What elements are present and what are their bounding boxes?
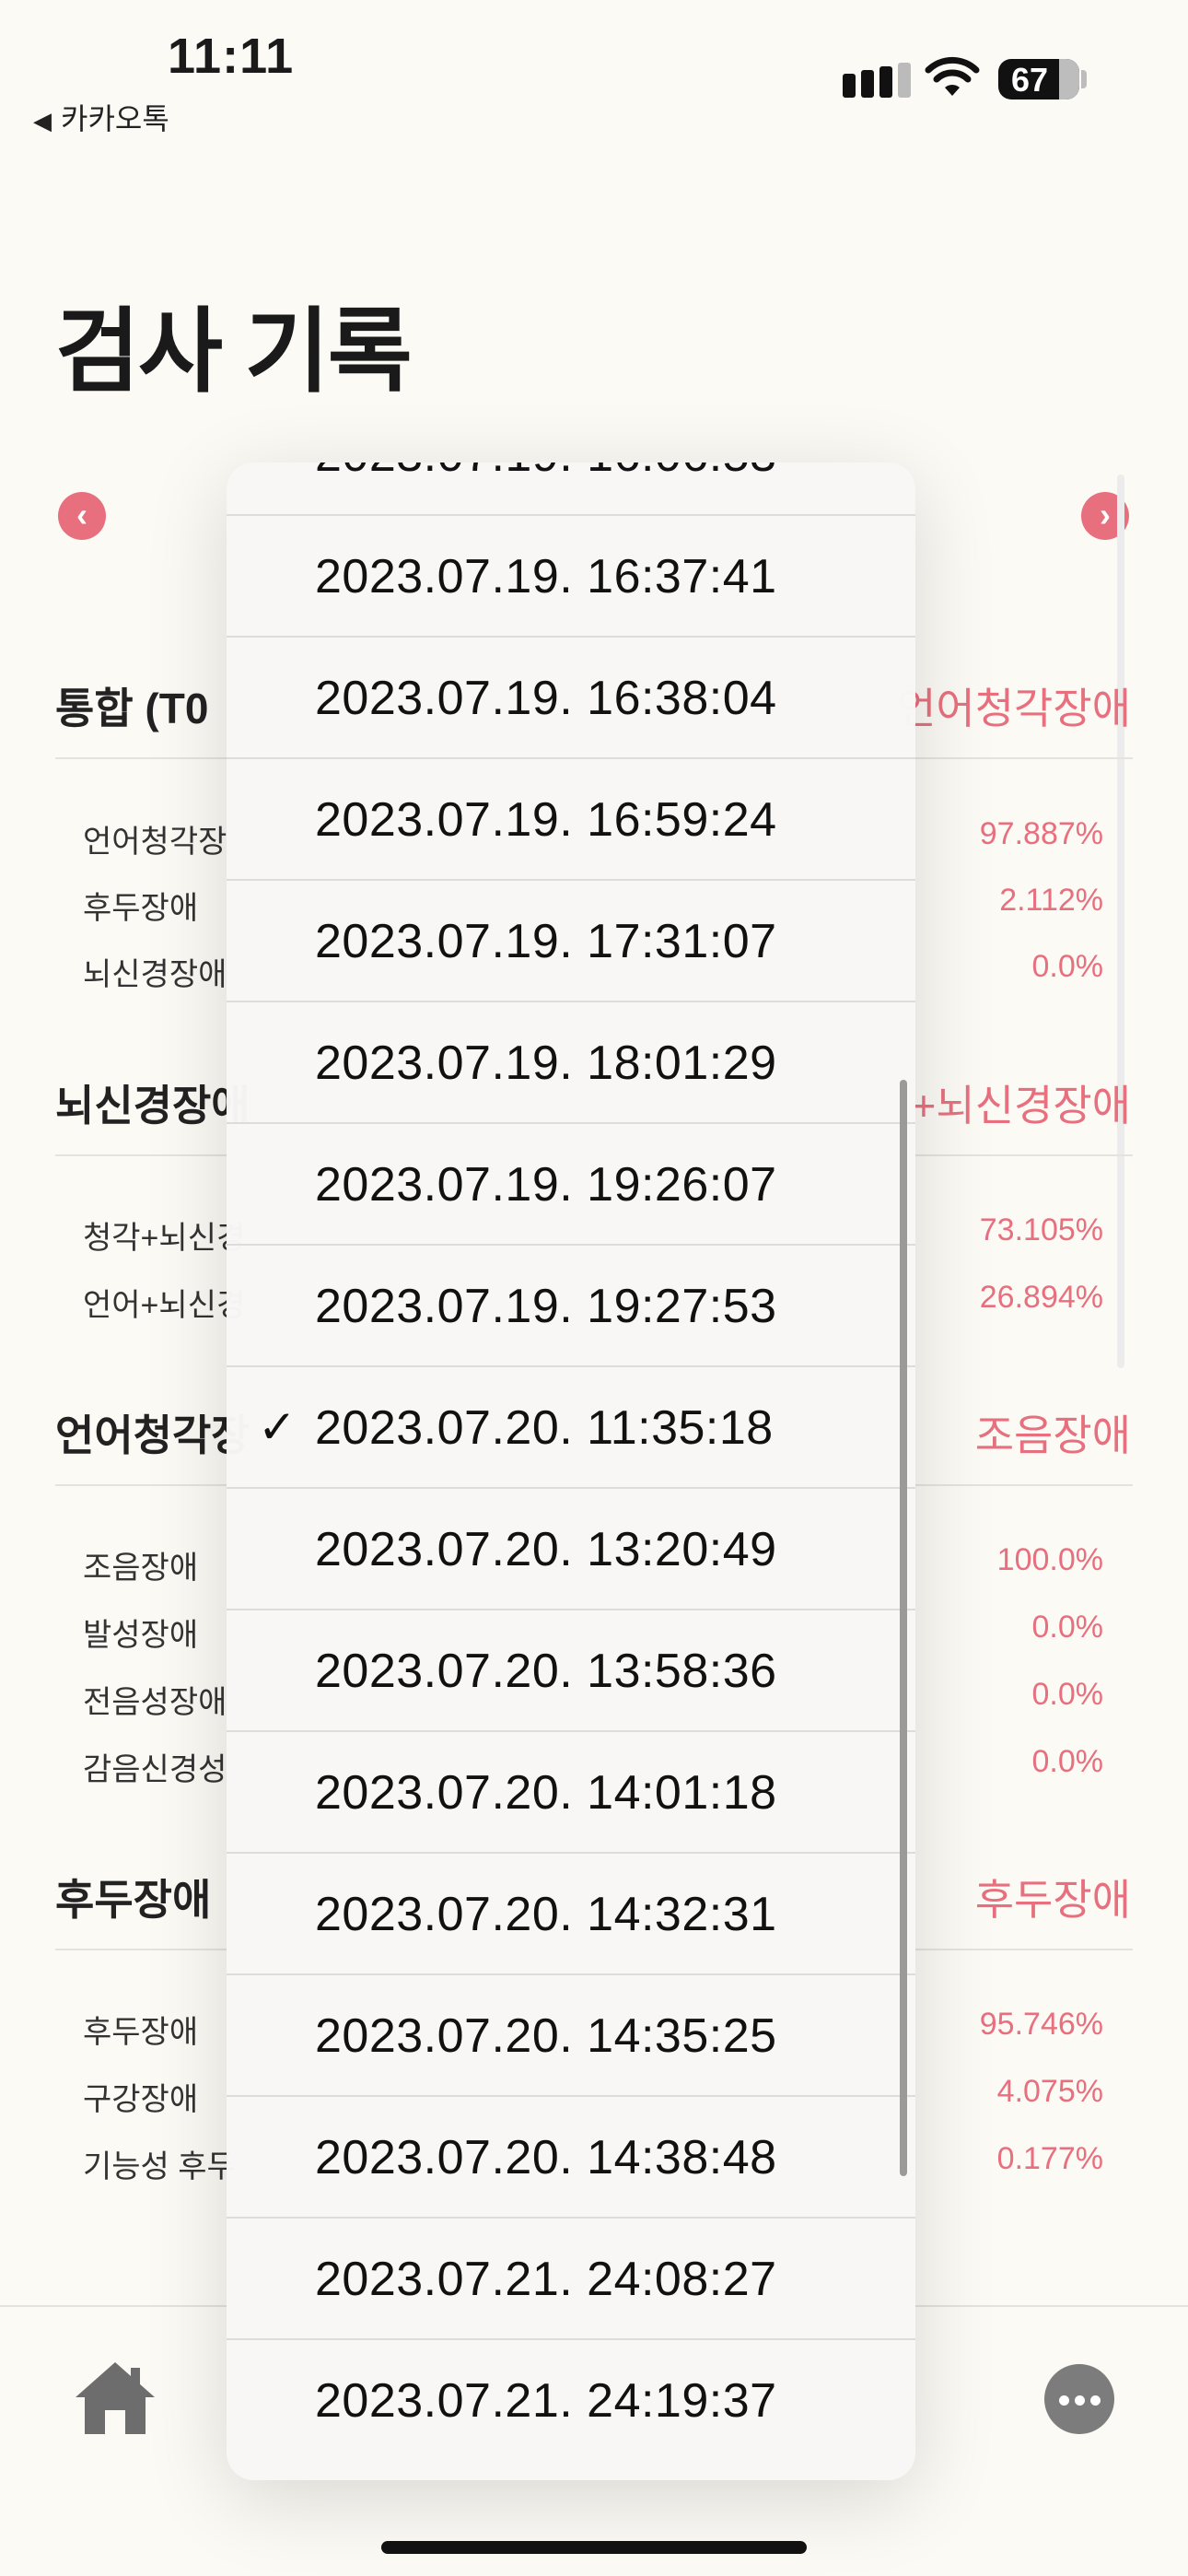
checkmark-icon: ✓ [258,1401,297,1453]
result-label: 언어+뇌신경 [83,1288,246,1323]
section-result: 조음장애 [974,1411,1131,1459]
menu-item-date[interactable]: 2023.07.21. 24:08:27 [227,2217,915,2338]
battery-icon: 67 [998,59,1079,100]
menu-item-date[interactable]: 2023.07.19. 19:26:07 [227,1122,915,1244]
menu-item-label: 2023.07.20. 13:20:49 [315,1523,777,1576]
chevron-left-icon: ‹ [76,496,87,533]
menu-item-date[interactable]: 2023.07.19. 19:27:53 [227,1244,915,1365]
result-label: 발성장애 [83,1618,199,1653]
result-value: 4.075% [996,2074,1103,2109]
menu-item-date[interactable]: 2023.07.20. 13:20:49 [227,1487,915,1609]
result-label: 언어청각장 [83,825,227,860]
record-date-menu[interactable]: 2023.07.19. 16:06:53 2023.07.19. 16:37:41… [227,463,915,2480]
result-value: 0.0% [1031,949,1104,984]
result-label: 구강장애 [83,2082,199,2117]
section-title: 뇌신경장애 [55,1082,250,1130]
menu-item-date[interactable]: ✓ 2023.07.20. 11:35:18 [227,1365,915,1487]
chevron-right-icon: › [1100,496,1111,533]
menu-item-date[interactable]: 2023.07.19. 18:01:29 [227,1001,915,1122]
result-value: 100.0% [996,1542,1103,1577]
status-time: 11:11 [168,29,295,84]
prev-record-button[interactable]: ‹ [58,492,106,540]
section-result: +뇌신경장애 [911,1082,1131,1130]
section-title: 언어청각장 [55,1411,250,1459]
result-value: 0.0% [1031,1677,1104,1712]
result-value: 95.746% [979,2007,1103,2042]
menu-item-date[interactable]: 2023.07.20. 14:01:18 [227,1730,915,1852]
menu-item-label: 2023.07.19. 16:37:41 [315,550,777,603]
menu-item-label: 2023.07.20. 14:32:31 [315,1888,777,1941]
result-value: 0.0% [1031,1744,1104,1779]
menu-item-date[interactable]: 2023.07.21. 24:19:37 [227,2338,915,2460]
menu-item-date[interactable]: 2023.07.19. 16:59:24 [227,757,915,879]
result-value: 97.887% [979,816,1103,851]
menu-item-date[interactable]: 2023.07.20. 13:58:36 [227,1609,915,1730]
home-icon[interactable] [72,2359,158,2436]
result-value: 2.112% [999,883,1103,918]
section-title: 후두장애 [55,1876,212,1924]
menu-item-date[interactable]: 2023.07.20. 14:35:25 [227,1973,915,2095]
page-scrollbar[interactable] [1117,474,1124,1368]
menu-item-label: 2023.07.19. 16:06:53 [315,463,777,483]
menu-item-date[interactable]: 2023.07.19. 16:37:41 [227,514,915,636]
back-triangle-icon: ◀ [33,107,52,135]
menu-item-label: 2023.07.19. 19:27:53 [315,1280,777,1333]
section-title: 통합 (T0 [55,685,209,732]
home-indicator[interactable] [381,2541,807,2554]
menu-item-label: 2023.07.20. 11:35:18 [315,1401,774,1455]
cellular-signal-icon [843,63,916,100]
result-value: 0.0% [1031,1610,1104,1645]
wifi-icon [925,56,980,96]
menu-item-date[interactable]: 2023.07.20. 14:38:48 [227,2095,915,2217]
page-title: 검사 기록 [55,300,413,404]
menu-item-label: 2023.07.20. 14:35:25 [315,2009,777,2063]
menu-item-label: 2023.07.19. 16:38:04 [315,672,777,725]
result-label: 조음장애 [83,1551,199,1586]
menu-item-date[interactable]: 2023.07.19. 16:06:53 [227,463,915,514]
result-label: 기능성 후두 [83,2149,236,2184]
menu-scrollbar[interactable] [900,1080,907,2176]
more-button[interactable] [1044,2364,1114,2434]
menu-item-date[interactable]: 2023.07.20. 14:32:31 [227,1852,915,1973]
back-app-label: 카카오톡 [61,102,169,135]
battery-level: 67 [1011,61,1049,99]
result-label: 감음신경성 [83,1752,227,1787]
menu-item-label: 2023.07.20. 14:01:18 [315,1766,777,1820]
menu-item-date[interactable]: 2023.07.19. 17:31:07 [227,879,915,1001]
result-label: 뇌신경장애 [83,957,227,992]
result-value: 0.177% [996,2141,1103,2176]
menu-item-label: 2023.07.19. 19:26:07 [315,1158,777,1212]
menu-item-label: 2023.07.21. 24:08:27 [315,2253,777,2306]
section-result: 언어청각장애 [897,685,1131,732]
section-result: 후두장애 [974,1876,1131,1924]
menu-item-date[interactable]: 2023.07.19. 16:38:04 [227,636,915,757]
menu-item-label: 2023.07.19. 16:59:24 [315,793,777,847]
menu-item-label: 2023.07.21. 24:19:37 [315,2374,777,2428]
result-value: 26.894% [979,1280,1103,1315]
menu-item-label: 2023.07.19. 18:01:29 [315,1036,777,1090]
result-label: 후두장애 [83,2015,199,2050]
result-label: 청각+뇌신경 [83,1221,246,1256]
menu-item-label: 2023.07.19. 17:31:07 [315,915,777,968]
result-value: 73.105% [979,1212,1103,1247]
result-label: 후두장애 [83,891,199,926]
menu-item-label: 2023.07.20. 13:58:36 [315,1645,777,1698]
back-to-app-link[interactable]: ◀ 카카오톡 [33,96,169,138]
menu-item-label: 2023.07.20. 14:38:48 [315,2131,777,2184]
result-label: 전음성장애 [83,1685,227,1720]
